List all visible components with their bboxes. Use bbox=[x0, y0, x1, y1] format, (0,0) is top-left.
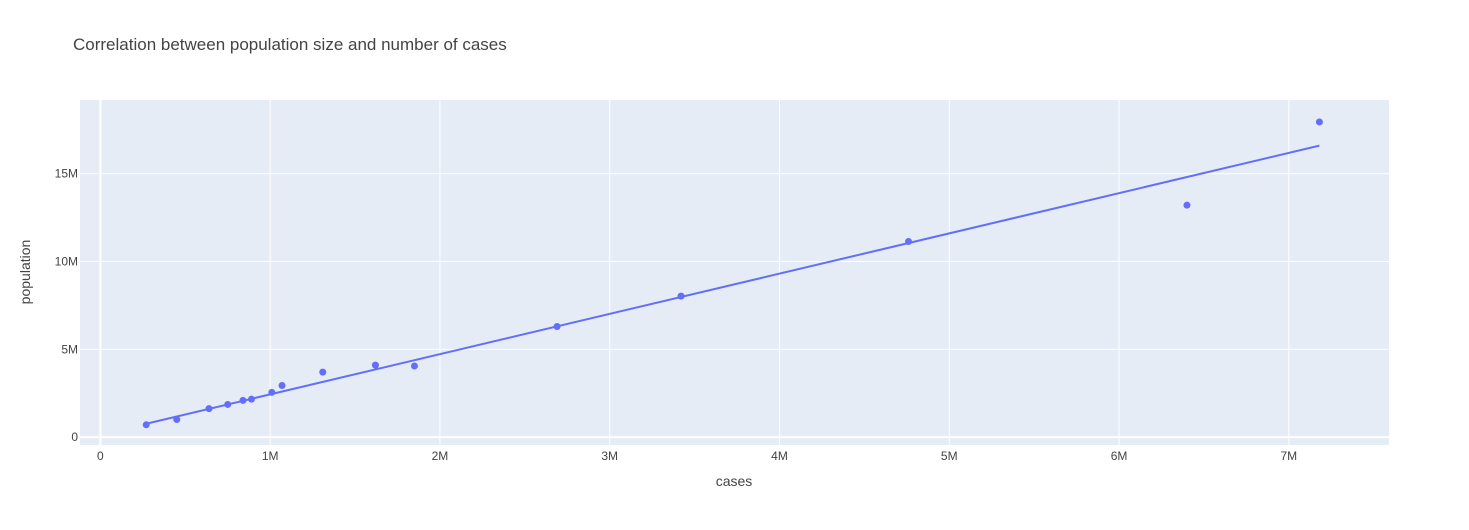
data-point bbox=[173, 416, 181, 424]
data-point bbox=[278, 381, 286, 389]
x-tick-label: 1M bbox=[262, 449, 279, 463]
x-tick-label: 5M bbox=[941, 449, 958, 463]
x-tick-label: 2M bbox=[432, 449, 449, 463]
x-tick-label: 3M bbox=[601, 449, 618, 463]
data-point bbox=[142, 421, 150, 429]
y-tick-label: 0 bbox=[71, 430, 78, 444]
chart-title: Correlation between population size and … bbox=[73, 35, 507, 54]
data-points bbox=[142, 118, 1323, 429]
data-point bbox=[371, 361, 379, 369]
trend-line-layer bbox=[145, 144, 1320, 425]
data-point bbox=[410, 362, 418, 370]
x-axis-ticks: 0 1M 2M 3M 4M 5M 6M 7M bbox=[97, 449, 1297, 463]
data-point bbox=[905, 238, 913, 246]
data-point bbox=[268, 388, 276, 396]
trend-line bbox=[145, 144, 1320, 425]
x-tick-label: 6M bbox=[1111, 449, 1128, 463]
data-point bbox=[247, 395, 255, 403]
x-tick-label: 4M bbox=[771, 449, 788, 463]
y-tick-label: 10M bbox=[55, 255, 78, 269]
y-axis-ticks: 0 5M 10M 15M bbox=[55, 167, 79, 444]
y-tick-label: 15M bbox=[55, 167, 78, 181]
data-point bbox=[1183, 201, 1191, 209]
data-point bbox=[319, 368, 327, 376]
data-point bbox=[1315, 118, 1323, 126]
x-axis-title: cases bbox=[716, 473, 753, 489]
x-tick-label: 0 bbox=[97, 449, 104, 463]
data-point bbox=[677, 292, 685, 300]
x-tick-label: 7M bbox=[1280, 449, 1297, 463]
y-tick-label: 5M bbox=[61, 342, 78, 356]
y-axis-title: population bbox=[17, 240, 33, 305]
grid-lines bbox=[80, 100, 1389, 445]
data-point bbox=[239, 396, 247, 404]
data-point bbox=[205, 405, 213, 413]
data-point bbox=[224, 400, 232, 408]
data-point bbox=[553, 322, 561, 330]
